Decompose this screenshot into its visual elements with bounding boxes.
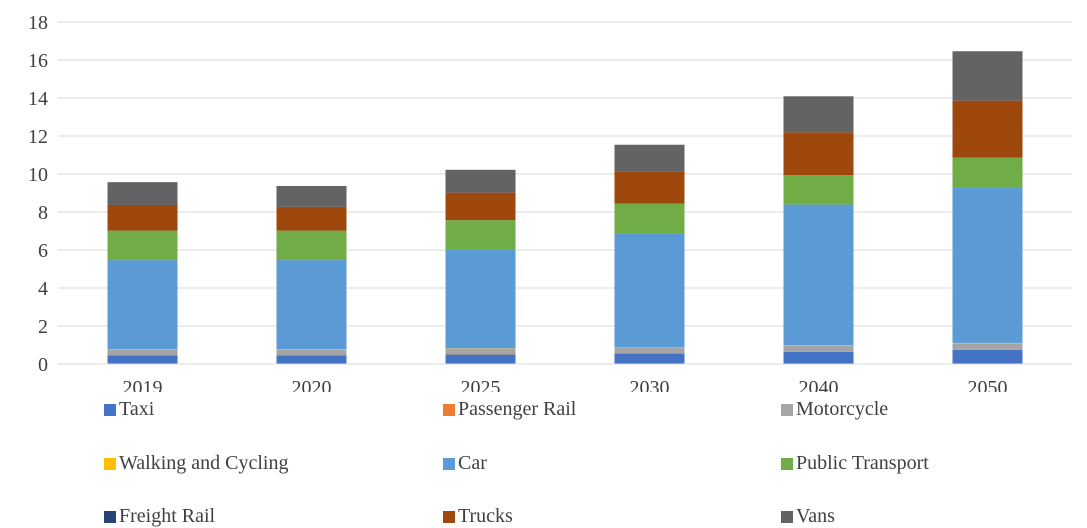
bar-segment <box>784 175 854 204</box>
bar-segment <box>784 205 854 346</box>
legend-label: Trucks <box>458 505 513 528</box>
bar-segment <box>446 193 516 221</box>
bar-segment <box>615 354 685 364</box>
bar-segment <box>277 260 347 349</box>
y-tick-label: 18 <box>28 12 48 34</box>
bar-segment <box>277 186 347 207</box>
bar-segment <box>108 355 178 364</box>
bar-segment <box>615 171 685 203</box>
legend: Taxi Passenger Rail Motorcycle Walking and … <box>0 392 1087 524</box>
y-tick-label: 10 <box>28 164 48 186</box>
y-tick-label: 2 <box>38 316 48 338</box>
legend-label: Walking and Cycling <box>119 452 288 475</box>
legend-item: Taxi <box>104 398 154 421</box>
legend-item: Vans <box>781 505 835 528</box>
bar-segment <box>615 145 685 172</box>
x-tick-label: 2040 <box>799 377 839 392</box>
bar-segment <box>446 349 516 354</box>
bar-segment <box>108 205 178 231</box>
bar-segment <box>953 51 1023 100</box>
legend-label: Car <box>458 452 487 475</box>
legend-swatch <box>443 458 455 470</box>
bar-segment <box>108 231 178 260</box>
legend-swatch <box>104 458 116 470</box>
legend-swatch <box>781 458 793 470</box>
legend-swatch <box>443 404 455 416</box>
y-tick-label: 8 <box>38 202 48 224</box>
gridlines <box>58 22 1072 326</box>
bar-segment <box>784 346 854 352</box>
legend-label: Taxi <box>119 398 154 421</box>
bar-segment <box>784 96 854 132</box>
bar-segment <box>615 233 685 347</box>
bar-segment <box>615 204 685 233</box>
bar-segment <box>446 250 516 349</box>
legend-label: Vans <box>796 505 835 528</box>
bar-segment <box>446 355 516 365</box>
legend-item: Car <box>443 452 487 475</box>
y-tick-label: 4 <box>38 278 48 300</box>
legend-item: Public Transport <box>781 452 929 475</box>
legend-swatch <box>104 511 116 523</box>
x-tick-label: 2019 <box>123 377 163 392</box>
bar-segment <box>108 350 178 355</box>
bar-segment <box>953 187 1023 343</box>
legend-item: Motorcycle <box>781 398 888 421</box>
bar-segment <box>615 347 685 353</box>
y-tick-label: 0 <box>38 354 48 376</box>
bar-segment <box>277 355 347 364</box>
bar-segment <box>277 207 347 231</box>
legend-item: Trucks <box>443 505 513 528</box>
legend-swatch <box>781 404 793 416</box>
legend-item: Walking and Cycling <box>104 452 288 475</box>
y-axis: 0 2 4 6 8 10 12 14 16 18 <box>28 12 48 376</box>
x-axis: 2019 2020 2025 2030 2040 2050 <box>123 377 1008 392</box>
legend-label: Motorcycle <box>796 398 888 421</box>
legend-item: Freight Rail <box>104 505 215 528</box>
bar-segment <box>446 220 516 249</box>
legend-label: Freight Rail <box>119 505 215 528</box>
bar-segment <box>953 158 1023 187</box>
legend-item: Passenger Rail <box>443 398 576 421</box>
legend-label: Public Transport <box>796 452 929 475</box>
bar-segment <box>277 231 347 260</box>
bar-segment <box>784 132 854 175</box>
y-tick-label: 16 <box>28 50 48 72</box>
x-tick-label: 2025 <box>461 377 501 392</box>
legend-label: Passenger Rail <box>458 398 576 421</box>
x-tick-label: 2030 <box>630 377 670 392</box>
legend-swatch <box>781 511 793 523</box>
x-tick-label: 2020 <box>292 377 332 392</box>
y-tick-label: 14 <box>28 88 48 110</box>
bar-segment <box>277 350 347 355</box>
bar-segment <box>784 352 854 364</box>
stacked-bar-chart: 0 2 4 6 8 10 12 14 16 18 2019 2020 2025 2030 2040 2050 <box>0 0 1087 392</box>
y-tick-label: 12 <box>28 126 48 148</box>
x-tick-label: 2050 <box>968 377 1008 392</box>
bar-segment <box>446 170 516 193</box>
bar-segment <box>108 182 178 205</box>
bar-segment <box>953 101 1023 158</box>
bar-segment <box>108 260 178 349</box>
bar-segment <box>953 350 1023 364</box>
legend-swatch <box>443 511 455 523</box>
legend-swatch <box>104 404 116 416</box>
y-tick-label: 6 <box>38 240 48 262</box>
bar-segment <box>953 343 1023 349</box>
